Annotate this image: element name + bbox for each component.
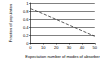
svg-text:40: 40	[80, 45, 85, 50]
svg-text:30: 30	[67, 45, 72, 50]
svg-text:50: 50	[93, 45, 98, 50]
svg-text:10: 10	[41, 45, 46, 50]
svg-text:0: 0	[26, 40, 29, 46]
svg-text:0.2: 0.2	[23, 33, 29, 38]
svg-text:Expectation number of modes of: Expectation number of modes of absorber	[25, 54, 100, 59]
svg-text:20: 20	[54, 45, 59, 50]
svg-text:0.8: 0.8	[23, 9, 29, 14]
svg-text:Fraction of population: Fraction of population	[8, 4, 13, 42]
svg-text:0.4: 0.4	[23, 25, 29, 30]
svg-text:1: 1	[26, 1, 29, 6]
svg-text:0: 0	[29, 45, 32, 50]
svg-text:0.6: 0.6	[23, 17, 29, 22]
